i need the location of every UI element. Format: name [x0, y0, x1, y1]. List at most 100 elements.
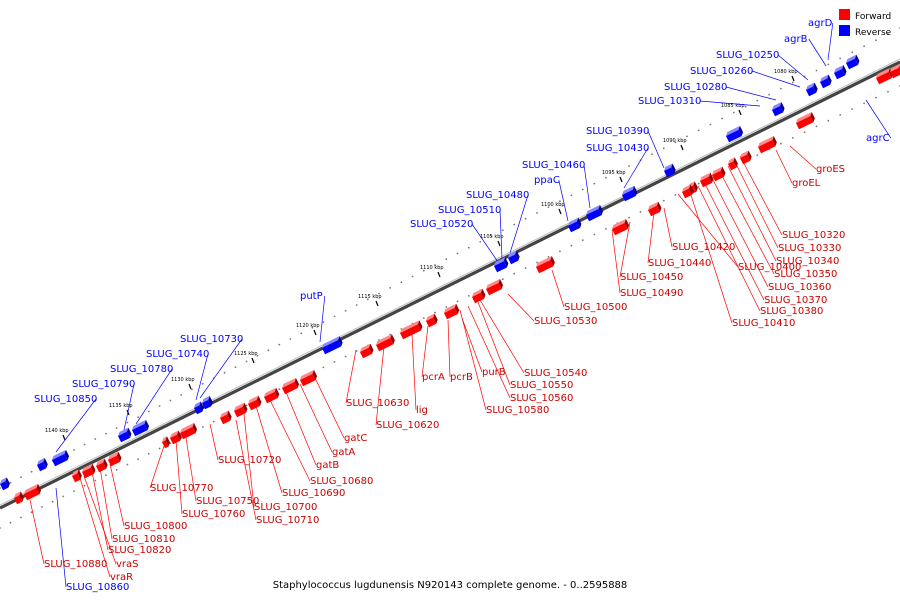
- forward-connector: [79, 477, 111, 578]
- gene-top: [712, 166, 723, 175]
- reverse-gene: [806, 82, 818, 97]
- forward-gene: [400, 320, 423, 340]
- gene-face: [507, 254, 519, 265]
- track-dot: [83, 443, 86, 446]
- gene-face: [426, 317, 437, 328]
- tick-mark: [437, 271, 441, 278]
- gene-side: [126, 427, 132, 438]
- track-dot: [445, 306, 448, 308]
- forward-gene-label: SLUG_10370: [764, 295, 827, 306]
- track-dot: [501, 229, 504, 232]
- track-dot: [389, 287, 392, 289]
- forward-gene: [282, 377, 300, 395]
- gene-top: [758, 135, 774, 147]
- reverse-connector: [509, 194, 529, 254]
- track-dot: [559, 200, 561, 203]
- track-dot: [115, 468, 118, 471]
- gene-top: [664, 163, 673, 171]
- forward-gene-label: SLUG_10450: [620, 272, 683, 283]
- gene-top: [820, 74, 829, 82]
- reverse-connector: [583, 164, 591, 209]
- track-dot: [137, 416, 140, 418]
- reverse-connector: [123, 383, 135, 431]
- tick-label: 1105 kbp: [480, 234, 504, 240]
- tick-mark: [313, 329, 317, 336]
- reverse-connector: [499, 209, 503, 260]
- gene-side: [454, 303, 460, 315]
- forward-gene: [360, 343, 374, 359]
- backbone-line: [0, 60, 900, 510]
- reverse-connector: [199, 338, 243, 399]
- gene-top: [444, 303, 457, 313]
- gene-side: [708, 172, 714, 183]
- gene-face: [52, 453, 68, 467]
- forward-gene: [300, 369, 318, 387]
- track-dot: [875, 96, 877, 99]
- track-dot: [616, 171, 619, 173]
- forward-connector: [611, 229, 621, 294]
- track-dot: [30, 470, 33, 473]
- gene-side: [503, 257, 509, 268]
- track-dot: [202, 426, 204, 428]
- forward-connector: [411, 333, 417, 411]
- reverse-gene: [194, 401, 204, 415]
- legend-forward-swatch: [839, 9, 850, 20]
- forward-gene-label: vraR: [110, 572, 133, 583]
- track-dot: [827, 63, 830, 66]
- forward-gene-label: SLUG_10680: [310, 476, 373, 487]
- reverse-gene-label: SLUG_10390: [586, 126, 649, 137]
- track-dot: [115, 427, 118, 429]
- forward-gene-label: SLUG_10810: [112, 534, 175, 545]
- gene-top: [72, 469, 79, 476]
- gene-face: [758, 139, 776, 154]
- track-dot: [126, 463, 129, 466]
- forward-gene-label: gatA: [332, 447, 355, 458]
- kbp-ticks: 1080 kbp 1085 kbp 1090 kbp 1095 kbp 1100 kbp…: [45, 69, 798, 441]
- gene-side: [90, 463, 96, 474]
- gene-top: [834, 65, 844, 73]
- reverse-gene-label: SLUG_10860: [66, 582, 129, 593]
- forward-connector: [315, 379, 345, 439]
- track-dot: [456, 300, 459, 303]
- gene-face: [846, 58, 859, 70]
- track-dot: [333, 315, 336, 318]
- forward-gene-label: SLUG_10700: [254, 502, 317, 513]
- reverse-connector: [777, 54, 809, 81]
- gene-top: [96, 458, 105, 466]
- gene-side: [242, 402, 248, 413]
- tick-label: 1085 kbp: [721, 103, 745, 109]
- gene-face: [612, 222, 628, 236]
- track-dot: [456, 252, 459, 255]
- tick-mark: [680, 144, 684, 151]
- track-dot: [278, 388, 281, 391]
- tick-label: 1095 kbp: [602, 170, 626, 176]
- gene-side: [689, 184, 694, 195]
- reverse-gene-label: agrC: [866, 133, 890, 144]
- forward-gene-label: SLUG_10770: [150, 483, 213, 494]
- reverse-gene: [726, 125, 744, 143]
- forward-gene: [536, 255, 555, 274]
- track-dot: [73, 449, 75, 451]
- gene-side: [747, 150, 752, 161]
- gene-face: [664, 167, 675, 178]
- forward-connector: [459, 309, 487, 411]
- forward-gene: [682, 184, 694, 199]
- gene-top: [360, 343, 371, 352]
- gene-top: [234, 402, 245, 411]
- gene-side: [77, 469, 82, 480]
- track-dot: [536, 212, 538, 214]
- gene-side: [813, 82, 818, 93]
- track-dot: [513, 223, 516, 226]
- forward-gene-label: SLUG_10420: [672, 242, 735, 253]
- gene-face: [108, 455, 121, 467]
- forward-gene: [612, 218, 630, 236]
- gene-top: [472, 288, 483, 297]
- reverse-gene-label: agrD: [808, 18, 833, 29]
- tick-label: 1080 kbp: [774, 69, 798, 75]
- gene-face: [400, 324, 422, 340]
- gene-top: [796, 111, 812, 123]
- forward-connector: [447, 319, 451, 378]
- gene-top: [264, 387, 277, 397]
- forward-connector: [99, 467, 113, 540]
